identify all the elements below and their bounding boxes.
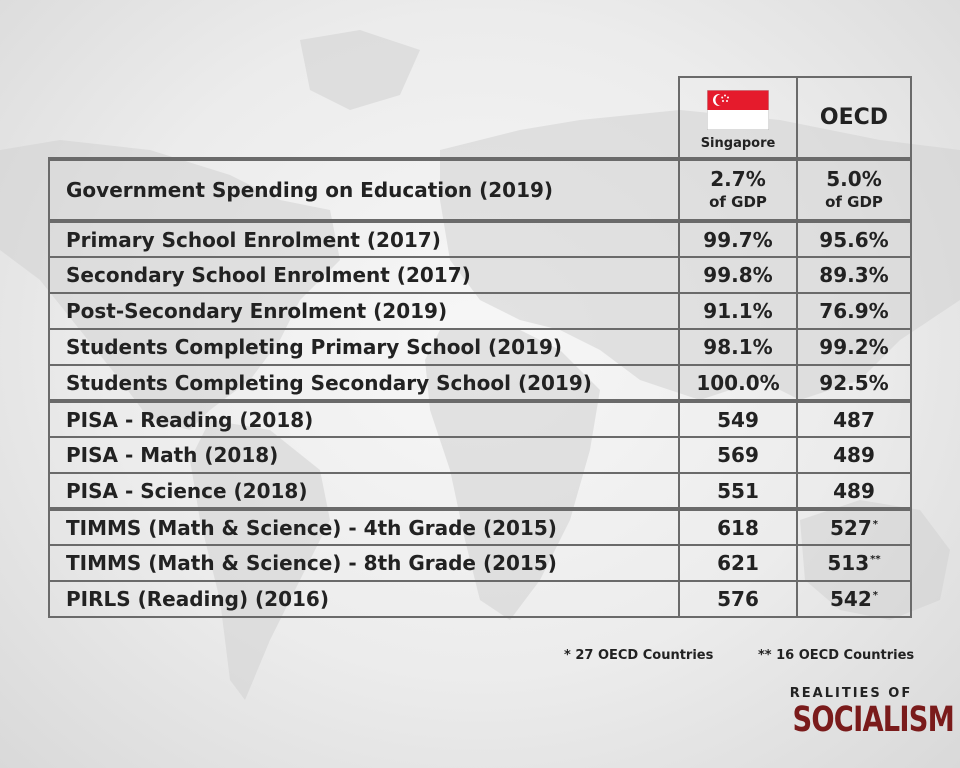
singapore-value-cell: 99.8%: [678, 256, 798, 294]
row-label: PIRLS (Reading) (2016): [48, 580, 680, 618]
oecd-value-cell: 92.5%: [796, 364, 912, 402]
singapore-value: 549: [717, 407, 759, 432]
row-label: TIMMS (Math & Science) - 4th Grade (2015…: [48, 507, 680, 546]
singapore-value: 551: [717, 478, 759, 503]
oecd-value: 89.3%: [819, 263, 889, 287]
singapore-value: 576: [717, 587, 759, 611]
oecd-value-cell: 95.6%: [796, 219, 912, 258]
singapore-value-cell: 569: [678, 436, 798, 474]
table-row: Post-Secondary Enrolment (2019) 91.1% 76.9…: [48, 292, 912, 330]
singapore-value: 2.7%: [710, 167, 766, 191]
oecd-footnote-mark: *: [872, 590, 878, 601]
oecd-value: 92.5%: [819, 370, 889, 395]
row-label: TIMMS (Math & Science) - 8th Grade (2015…: [48, 544, 680, 582]
row-label: PISA - Reading (2018): [48, 399, 680, 438]
footnote-single-star: * 27 OECD Countries: [564, 648, 714, 663]
row-label: PISA - Science (2018): [48, 472, 680, 510]
singapore-value: 99.8%: [703, 263, 773, 287]
singapore-value-cell: 549: [678, 399, 798, 438]
row-label: Government Spending on Education (2019): [48, 157, 680, 222]
singapore-value: 569: [717, 443, 759, 467]
oecd-value: 542: [830, 587, 872, 611]
oecd-column-header: OECD: [796, 76, 912, 160]
singapore-value: 100.0%: [696, 370, 780, 395]
table-row: TIMMS (Math & Science) - 8th Grade (2015…: [48, 544, 912, 582]
row-label: Students Completing Primary School (2019…: [48, 328, 680, 366]
comparison-table: Singapore OECD Government Spending on Ed…: [48, 76, 912, 618]
table-row: PISA - Reading (2018) 549 487: [48, 399, 912, 438]
oecd-value: 487: [833, 407, 875, 432]
table-row: Students Completing Secondary School (20…: [48, 364, 912, 402]
brand-logo-top: REALITIES OF: [789, 686, 913, 701]
oecd-value-cell: 513**: [796, 544, 912, 582]
oecd-value: 489: [833, 478, 875, 503]
singapore-header-cell: Singapore: [678, 76, 798, 160]
oecd-value: 99.2%: [819, 335, 889, 359]
singapore-flag-icon: [707, 90, 769, 130]
brand-logo-main: SOCIALISM: [792, 700, 955, 740]
singapore-value-cell: 551: [678, 472, 798, 510]
oecd-value: 5.0%: [826, 167, 882, 191]
table-row: PISA - Science (2018) 551 489: [48, 472, 912, 510]
oecd-value-cell: 99.2%: [796, 328, 912, 366]
table-row: Students Completing Primary School (2019…: [48, 328, 912, 366]
singapore-value: 618: [717, 515, 759, 540]
brand-logo: REALITIES OF SOCIALISM: [776, 686, 955, 740]
row-label: PISA - Math (2018): [48, 436, 680, 474]
singapore-value: 98.1%: [703, 335, 773, 359]
singapore-value-cell: 576: [678, 580, 798, 618]
singapore-value-cell: 618: [678, 507, 798, 546]
row-label: Primary School Enrolment (2017): [48, 219, 680, 258]
singapore-value: 91.1%: [703, 299, 773, 323]
oecd-value: 95.6%: [819, 227, 889, 252]
singapore-value: 99.7%: [703, 227, 773, 252]
singapore-column-label: Singapore: [700, 136, 776, 151]
table-row: TIMMS (Math & Science) - 4th Grade (2015…: [48, 507, 912, 546]
table-row: Secondary School Enrolment (2017) 99.8% 89…: [48, 256, 912, 294]
oecd-value: 527: [830, 515, 872, 540]
table-row: Government Spending on Education (2019) 2…: [48, 157, 912, 222]
singapore-value-cell: 100.0%: [678, 364, 798, 402]
oecd-value-cell: 489: [796, 472, 912, 510]
oecd-footnote-mark: *: [872, 518, 878, 530]
oecd-value-cell: 487: [796, 399, 912, 438]
oecd-value-cell: 527*: [796, 507, 912, 546]
singapore-value-cell: 98.1%: [678, 328, 798, 366]
oecd-value-cell: 89.3%: [796, 256, 912, 294]
oecd-footnote-mark: **: [870, 554, 881, 565]
footnote-double-star: ** 16 OECD Countries: [758, 648, 915, 663]
oecd-value: 513: [827, 551, 870, 575]
row-label: Post-Secondary Enrolment (2019): [48, 292, 680, 330]
singapore-value-cell: 2.7% of GDP: [678, 157, 798, 222]
singapore-unit: of GDP: [709, 193, 767, 211]
header-row: Singapore OECD: [49, 76, 912, 160]
row-label: Students Completing Secondary School (20…: [48, 364, 680, 402]
oecd-value: 76.9%: [819, 299, 889, 323]
singapore-value-cell: 99.7%: [678, 219, 798, 258]
singapore-value-cell: 91.1%: [678, 292, 798, 330]
oecd-unit: of GDP: [825, 193, 883, 211]
oecd-value-cell: 489: [796, 436, 912, 474]
singapore-value-cell: 621: [678, 544, 798, 582]
row-label: Secondary School Enrolment (2017): [48, 256, 680, 294]
table-row: Primary School Enrolment (2017) 99.7% 95.6…: [48, 219, 912, 258]
table-row: PISA - Math (2018) 569 489: [48, 436, 912, 474]
header-blank-cell: [49, 77, 680, 160]
oecd-value: 489: [833, 443, 875, 467]
oecd-value-cell: 76.9%: [796, 292, 912, 330]
oecd-value-cell: 542*: [796, 580, 912, 618]
oecd-value-cell: 5.0% of GDP: [796, 157, 912, 222]
singapore-value: 621: [717, 551, 759, 575]
table-row: PIRLS (Reading) (2016) 576 542*: [48, 580, 912, 618]
